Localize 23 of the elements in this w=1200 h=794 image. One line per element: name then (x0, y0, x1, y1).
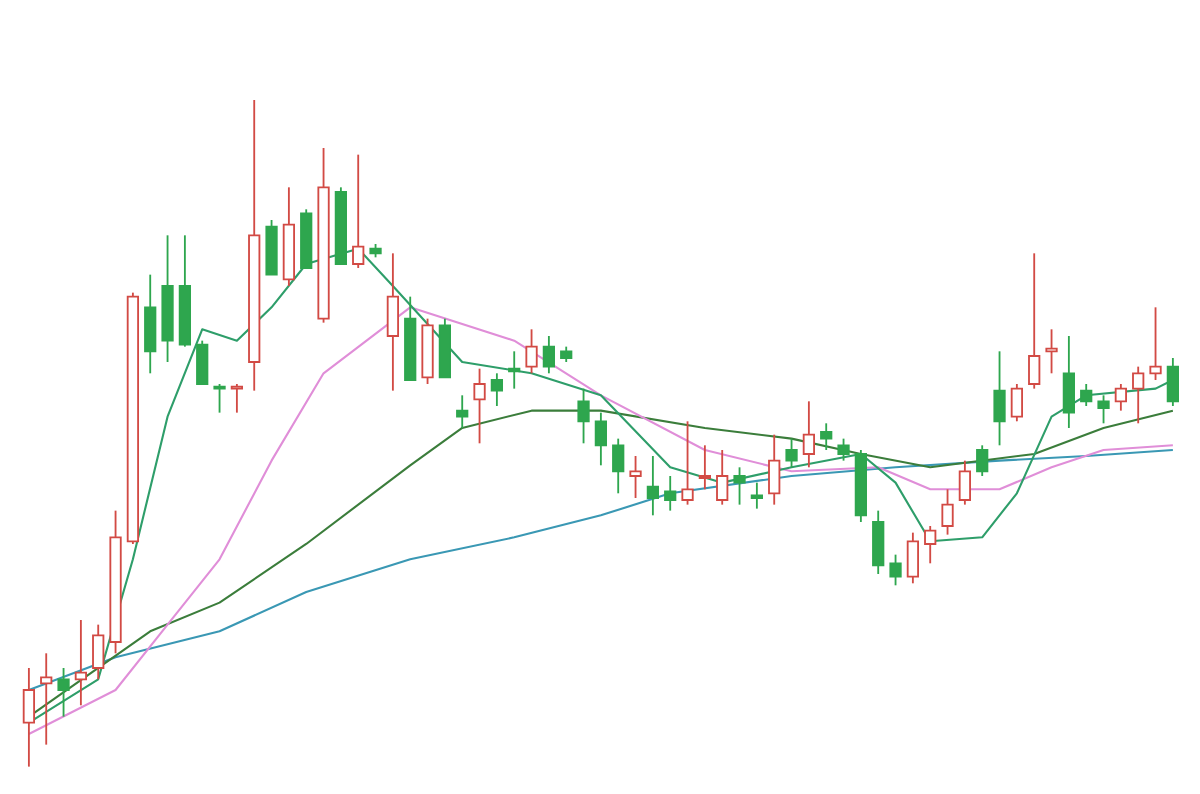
candlestick (248, 98, 261, 392)
candlestick (820, 421, 833, 451)
candlestick (490, 371, 504, 407)
candlestick (1062, 334, 1075, 429)
candlestick (1045, 327, 1058, 374)
candlestick (92, 623, 105, 680)
candlestick (750, 481, 764, 510)
candlestick (144, 273, 157, 374)
candlestick (993, 349, 1006, 446)
candlestick (646, 454, 660, 516)
candlestick (698, 443, 712, 490)
candlestick (508, 349, 521, 390)
candlestick (161, 233, 174, 363)
candlestick (282, 185, 296, 287)
candlestick (802, 399, 816, 468)
candlestick (74, 618, 88, 706)
candlestick (22, 666, 36, 768)
candlestick (40, 651, 53, 746)
candlestick (456, 393, 469, 429)
candlestick (872, 509, 885, 575)
candlestick (664, 474, 677, 512)
candlestick (768, 433, 781, 506)
candlestick (386, 251, 400, 392)
